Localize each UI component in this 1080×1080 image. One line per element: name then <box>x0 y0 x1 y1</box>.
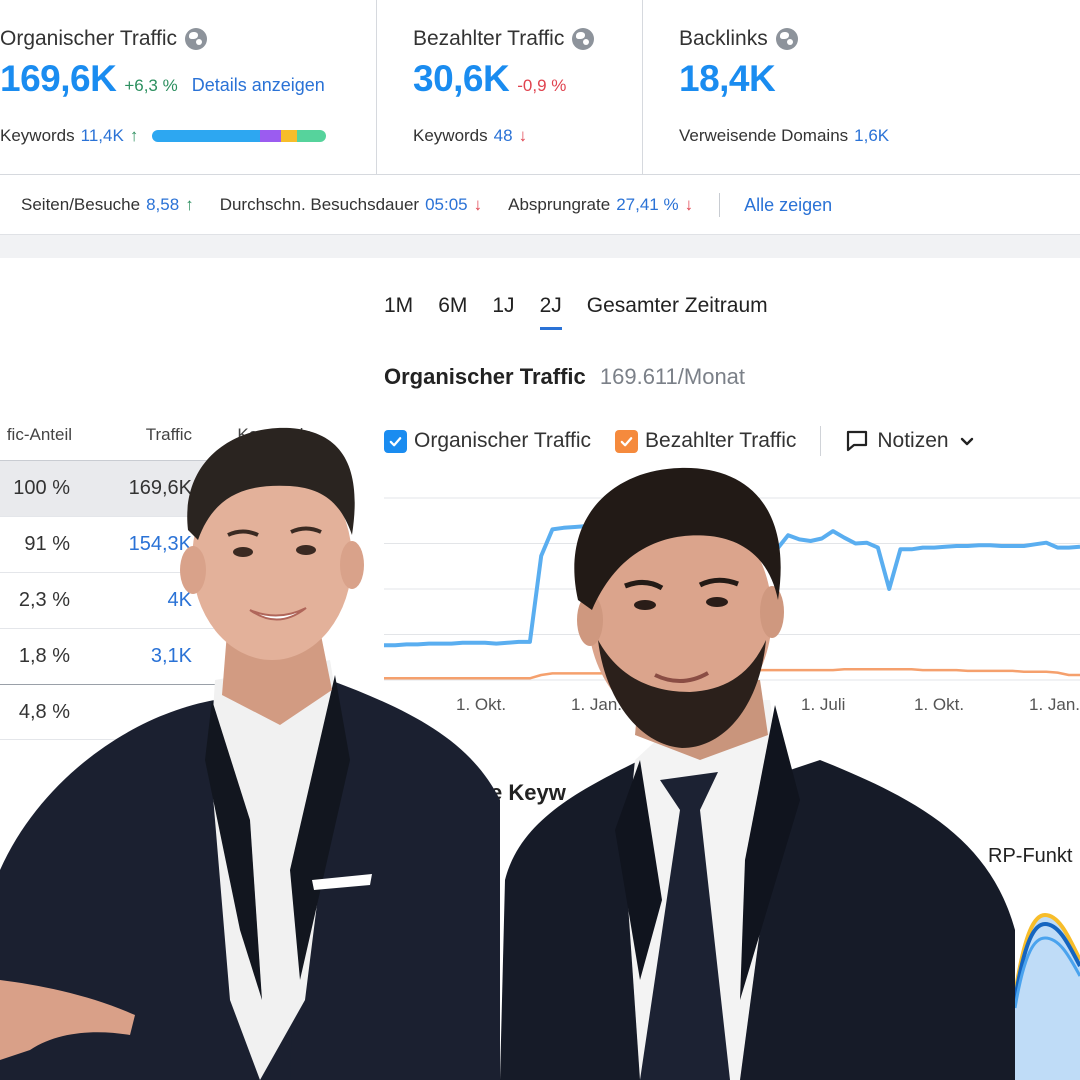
stat-label: Seiten/Besuche <box>21 195 141 214</box>
backlinks-metric[interactable]: Backlinks 18,4K Verweisende Domains 1,6K <box>642 0 1080 175</box>
arrow-down-icon: ↓ <box>684 195 694 214</box>
keywords-value[interactable]: 11,4K <box>80 126 124 145</box>
keyword-bar-segment <box>281 130 297 142</box>
traffic-cell[interactable]: 154,3K <box>128 533 192 555</box>
engagement-stats-row: Seiten/Besuche 8,58 ↑ Durchschn. Besuchs… <box>0 176 1080 234</box>
traffic-line-chart[interactable] <box>384 480 1080 720</box>
tab-6m[interactable]: 6M <box>438 294 468 317</box>
stat-label: Absprungrate <box>508 195 611 214</box>
column-header-traffic[interactable]: Traffic <box>145 425 192 444</box>
paid-traffic-change: -0,9 % <box>517 76 567 95</box>
keyword-bar-segment <box>296 130 327 142</box>
keyword-distribution-bar[interactable] <box>152 130 327 142</box>
globe-icon <box>775 28 798 50</box>
keywords-section-heading: e Keyw <box>490 780 566 805</box>
share-cell: 2,3 % <box>18 589 70 611</box>
paid-traffic-metric[interactable]: Bezahlter Traffic 30,6K -0,9 % Keywords … <box>376 0 641 175</box>
bounce-rate-stat: Absprungrate 27,41 % ↓ <box>508 195 693 215</box>
divider <box>820 426 822 456</box>
x-axis-tick-label: 1. Jan. <box>571 695 623 714</box>
metric-title: Bezahlter Traffic <box>413 27 565 50</box>
keyword-bar-segment <box>152 130 261 142</box>
traffic-cell[interactable]: 3,1K <box>150 645 192 667</box>
stat-label: Durchschn. Besuchsdauer <box>219 195 420 214</box>
divider <box>719 193 721 217</box>
keywords-label: Keywords <box>0 126 75 145</box>
x-axis-tick-label: 1. Okt. <box>456 695 507 714</box>
arrow-up-icon: ↑ <box>185 195 194 214</box>
checkbox-checked-icon[interactable] <box>615 429 639 453</box>
metrics-panel: Organischer Traffic 169,6K +6,3 % Detail… <box>0 0 1080 175</box>
x-axis-tick-label: 1. Jan. <box>1029 695 1080 714</box>
show-all-link[interactable]: Alle zeigen <box>744 194 833 215</box>
keyword-bar-segment <box>260 130 282 142</box>
serp-features-chart <box>1013 912 1080 1080</box>
x-axis-tick-label: 1. Okt. <box>914 695 965 714</box>
chevron-down-icon <box>960 437 973 446</box>
legend-label: Bezahlter Traffic <box>645 429 797 452</box>
pages-per-visit-stat: Seiten/Besuche 8,58 ↑ <box>21 195 194 215</box>
traffic-cell: 169,6K <box>128 477 192 499</box>
tab-2j[interactable]: 2J <box>539 294 562 330</box>
metric-title: Backlinks <box>679 27 768 50</box>
details-link[interactable]: Details anzeigen <box>191 75 325 95</box>
table-row[interactable]: 2,3 % 4K <box>0 572 330 628</box>
legend-organic-toggle[interactable]: Organischer Traffic <box>384 429 591 453</box>
paid-traffic-value: 30,6K <box>413 58 510 99</box>
paid-keywords-value[interactable]: 48 <box>493 126 513 145</box>
share-cell: 91 % <box>24 533 70 555</box>
arrow-up-icon: ↑ <box>129 126 139 145</box>
traffic-table: 100 % 169,6K 91 % 154,3K 2,3 % 4K 1,8 % … <box>0 460 330 740</box>
organic-traffic-change: +6,3 % <box>124 76 178 95</box>
tab-all-time[interactable]: Gesamter Zeitraum <box>586 294 768 317</box>
backlinks-value: 18,4K <box>679 58 776 99</box>
table-row[interactable]: 1,8 % 3,1K <box>0 628 330 684</box>
serp-features-heading: RP-Funkt <box>988 845 1073 867</box>
arrow-down-icon: ↓ <box>518 126 528 145</box>
metric-title: Organischer Traffic <box>0 27 178 50</box>
table-row[interactable]: 100 % 169,6K <box>0 460 330 516</box>
paid-traffic-series <box>384 667 1080 680</box>
chart-title-value: 169.611/Monat <box>599 364 746 389</box>
period-tabs: 1M 6M 1J 2J Gesamter Zeitraum <box>384 294 793 330</box>
organic-traffic-value: 169,6K <box>0 58 117 99</box>
x-axis-tick-label: 1. Juli <box>801 695 846 714</box>
share-cell: 100 % <box>13 477 70 499</box>
referring-domains-value[interactable]: 1,6K <box>854 126 890 145</box>
chart-title-text: Organischer Traffic <box>384 364 586 389</box>
section-divider-band <box>0 234 1080 258</box>
column-header-share[interactable]: fic-Anteil <box>6 425 72 444</box>
table-row[interactable]: 4,8 % <box>0 684 330 740</box>
chart-title: Organischer Traffic 169.611/Monat <box>384 364 745 390</box>
arrow-down-icon: ↓ <box>473 195 483 214</box>
keywords-label: Keywords <box>413 126 488 145</box>
traffic-cell[interactable]: 4K <box>167 589 192 611</box>
stat-value: 8,58 <box>146 195 180 214</box>
chart-legend: Organischer Traffic Bezahlter Traffic No… <box>384 426 975 456</box>
notes-dropdown[interactable]: Notizen <box>845 429 974 453</box>
legend-label: Organischer Traffic <box>414 429 592 452</box>
table-row[interactable]: 91 % 154,3K <box>0 516 330 572</box>
comment-icon <box>847 430 868 452</box>
notes-label: Notizen <box>877 429 949 452</box>
globe-icon <box>185 28 208 50</box>
table-header: fic-Anteil Traffic Keywords <box>0 425 330 449</box>
share-cell: 1,8 % <box>18 645 70 667</box>
avg-visit-duration-stat: Durchschn. Besuchsdauer 05:05 ↓ <box>220 195 482 215</box>
tab-1m[interactable]: 1M <box>384 294 414 317</box>
stat-value: 27,41 % <box>616 195 679 214</box>
checkbox-checked-icon[interactable] <box>384 429 407 453</box>
legend-paid-toggle[interactable]: Bezahlter Traffic <box>615 429 796 453</box>
x-axis-tick-label: 1. Apr. <box>686 695 735 714</box>
share-cell: 4,8 % <box>18 701 70 723</box>
referring-domains-label: Verweisende Domains <box>679 126 849 145</box>
column-header-keywords[interactable]: Keywords <box>237 425 312 444</box>
tab-1j[interactable]: 1J <box>492 294 515 317</box>
globe-icon <box>572 28 595 50</box>
organic-traffic-metric[interactable]: Organischer Traffic 169,6K +6,3 % Detail… <box>0 0 375 175</box>
stat-value: 05:05 <box>425 195 468 214</box>
